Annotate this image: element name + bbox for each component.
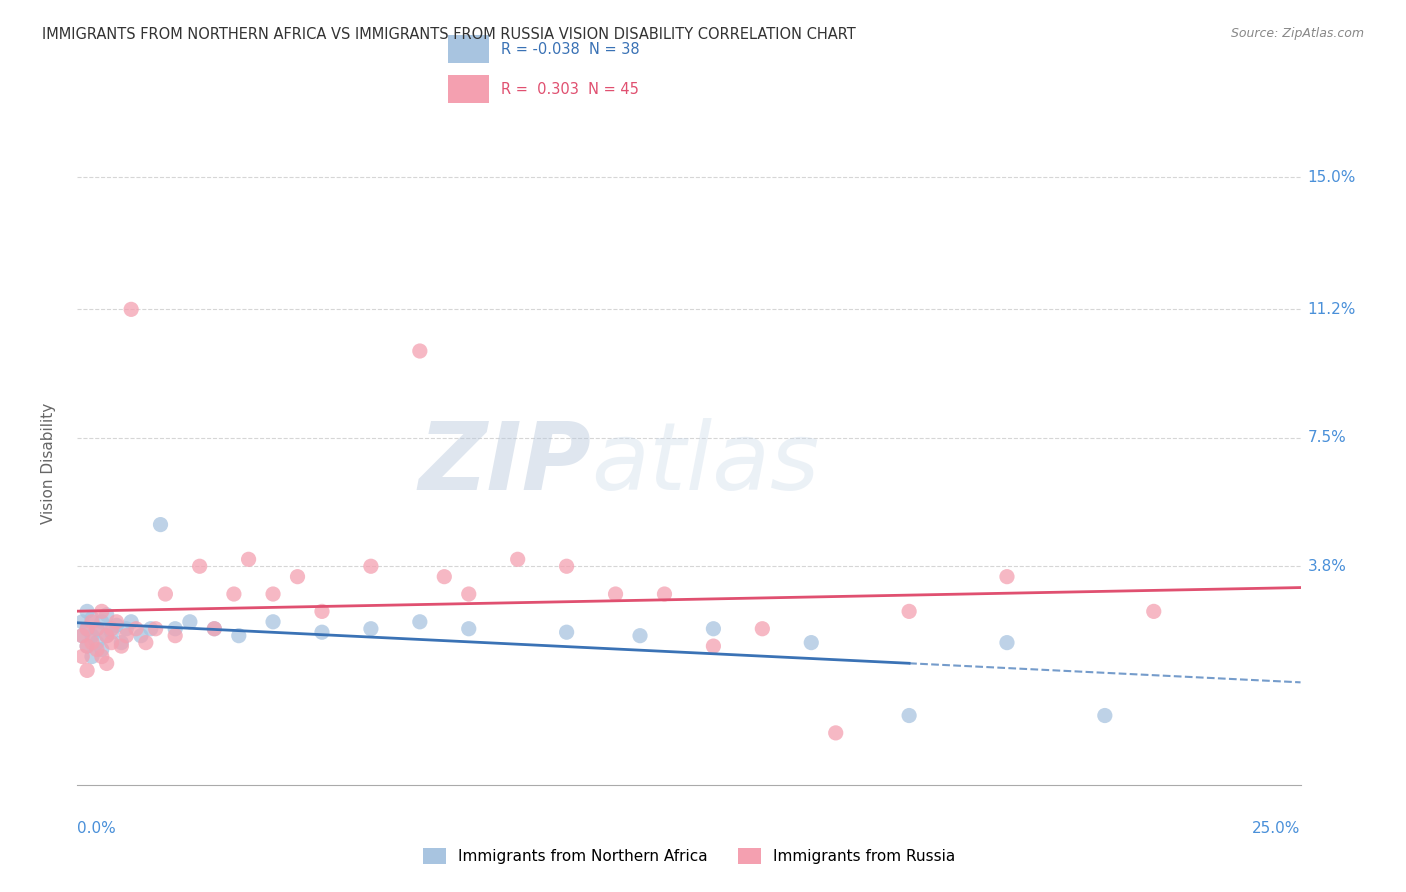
Point xyxy=(76,639,98,653)
Point xyxy=(70,615,93,629)
Legend: Immigrants from Northern Africa, Immigrants from Russia: Immigrants from Northern Africa, Immigra… xyxy=(416,842,962,871)
Point xyxy=(96,629,118,643)
Point xyxy=(86,635,108,649)
Point xyxy=(110,639,132,653)
Point xyxy=(120,302,142,317)
Point xyxy=(702,622,724,636)
Point xyxy=(628,629,651,643)
Point xyxy=(457,622,479,636)
Point xyxy=(605,587,627,601)
Point xyxy=(139,622,162,636)
Point xyxy=(76,604,98,618)
Point xyxy=(115,622,138,636)
Point xyxy=(898,708,921,723)
Point xyxy=(188,559,211,574)
Point xyxy=(702,639,724,653)
Text: ZIP: ZIP xyxy=(418,417,591,510)
Point xyxy=(409,615,432,629)
Point xyxy=(115,629,138,643)
Point xyxy=(222,587,245,601)
Point xyxy=(100,625,122,640)
Point xyxy=(202,622,225,636)
Point xyxy=(110,635,132,649)
Point xyxy=(76,639,98,653)
Point xyxy=(262,615,284,629)
Point xyxy=(80,635,103,649)
Point xyxy=(654,587,676,601)
Point xyxy=(202,622,225,636)
Point xyxy=(228,629,250,643)
Point xyxy=(155,587,177,601)
Text: Source: ZipAtlas.com: Source: ZipAtlas.com xyxy=(1230,27,1364,40)
Bar xyxy=(447,75,489,103)
Point xyxy=(96,657,118,671)
Point xyxy=(90,649,112,664)
Point xyxy=(179,615,201,629)
Text: 7.5%: 7.5% xyxy=(1308,430,1347,445)
Point xyxy=(409,344,432,359)
Text: 11.2%: 11.2% xyxy=(1308,301,1355,317)
Text: R =  0.303  N = 45: R = 0.303 N = 45 xyxy=(501,81,638,96)
Point xyxy=(80,615,103,629)
Text: 0.0%: 0.0% xyxy=(77,821,117,836)
Point xyxy=(70,649,93,664)
Point xyxy=(129,629,152,643)
Text: 25.0%: 25.0% xyxy=(1253,821,1301,836)
Point xyxy=(898,604,921,618)
Text: R = -0.038  N = 38: R = -0.038 N = 38 xyxy=(501,42,640,57)
Point xyxy=(70,629,93,643)
Point xyxy=(90,615,112,629)
Point xyxy=(457,587,479,601)
Point xyxy=(824,726,846,740)
Point xyxy=(555,625,578,640)
Point xyxy=(995,635,1018,649)
Point xyxy=(149,517,172,532)
Point xyxy=(76,664,98,678)
Point xyxy=(86,642,108,657)
Point xyxy=(96,607,118,622)
Point xyxy=(262,587,284,601)
Point xyxy=(506,552,529,566)
Point xyxy=(70,629,93,643)
Point xyxy=(96,629,118,643)
Point xyxy=(555,559,578,574)
Point xyxy=(76,622,98,636)
Point xyxy=(90,604,112,618)
Point xyxy=(165,622,187,636)
Text: atlas: atlas xyxy=(591,418,820,509)
Point xyxy=(90,642,112,657)
Point xyxy=(360,559,382,574)
Point xyxy=(100,622,122,636)
Point xyxy=(165,629,187,643)
Point xyxy=(100,635,122,649)
Point xyxy=(311,604,333,618)
Bar xyxy=(447,36,489,63)
Point xyxy=(238,552,260,566)
Text: 3.8%: 3.8% xyxy=(1308,558,1347,574)
Text: 15.0%: 15.0% xyxy=(1308,170,1355,185)
Point xyxy=(800,635,823,649)
Point xyxy=(1143,604,1166,618)
Y-axis label: Vision Disability: Vision Disability xyxy=(42,403,56,524)
Point xyxy=(76,622,98,636)
Point xyxy=(86,622,108,636)
Point xyxy=(433,569,456,583)
Point xyxy=(1094,708,1116,723)
Point xyxy=(287,569,309,583)
Point xyxy=(135,635,157,649)
Point xyxy=(311,625,333,640)
Point xyxy=(995,569,1018,583)
Point xyxy=(120,615,142,629)
Point xyxy=(360,622,382,636)
Point xyxy=(80,629,103,643)
Point xyxy=(105,615,128,629)
Point xyxy=(751,622,773,636)
Point xyxy=(105,618,128,632)
Point xyxy=(125,622,148,636)
Text: IMMIGRANTS FROM NORTHERN AFRICA VS IMMIGRANTS FROM RUSSIA VISION DISABILITY CORR: IMMIGRANTS FROM NORTHERN AFRICA VS IMMIG… xyxy=(42,27,856,42)
Point xyxy=(80,649,103,664)
Point xyxy=(86,622,108,636)
Point xyxy=(145,622,167,636)
Point xyxy=(80,611,103,625)
